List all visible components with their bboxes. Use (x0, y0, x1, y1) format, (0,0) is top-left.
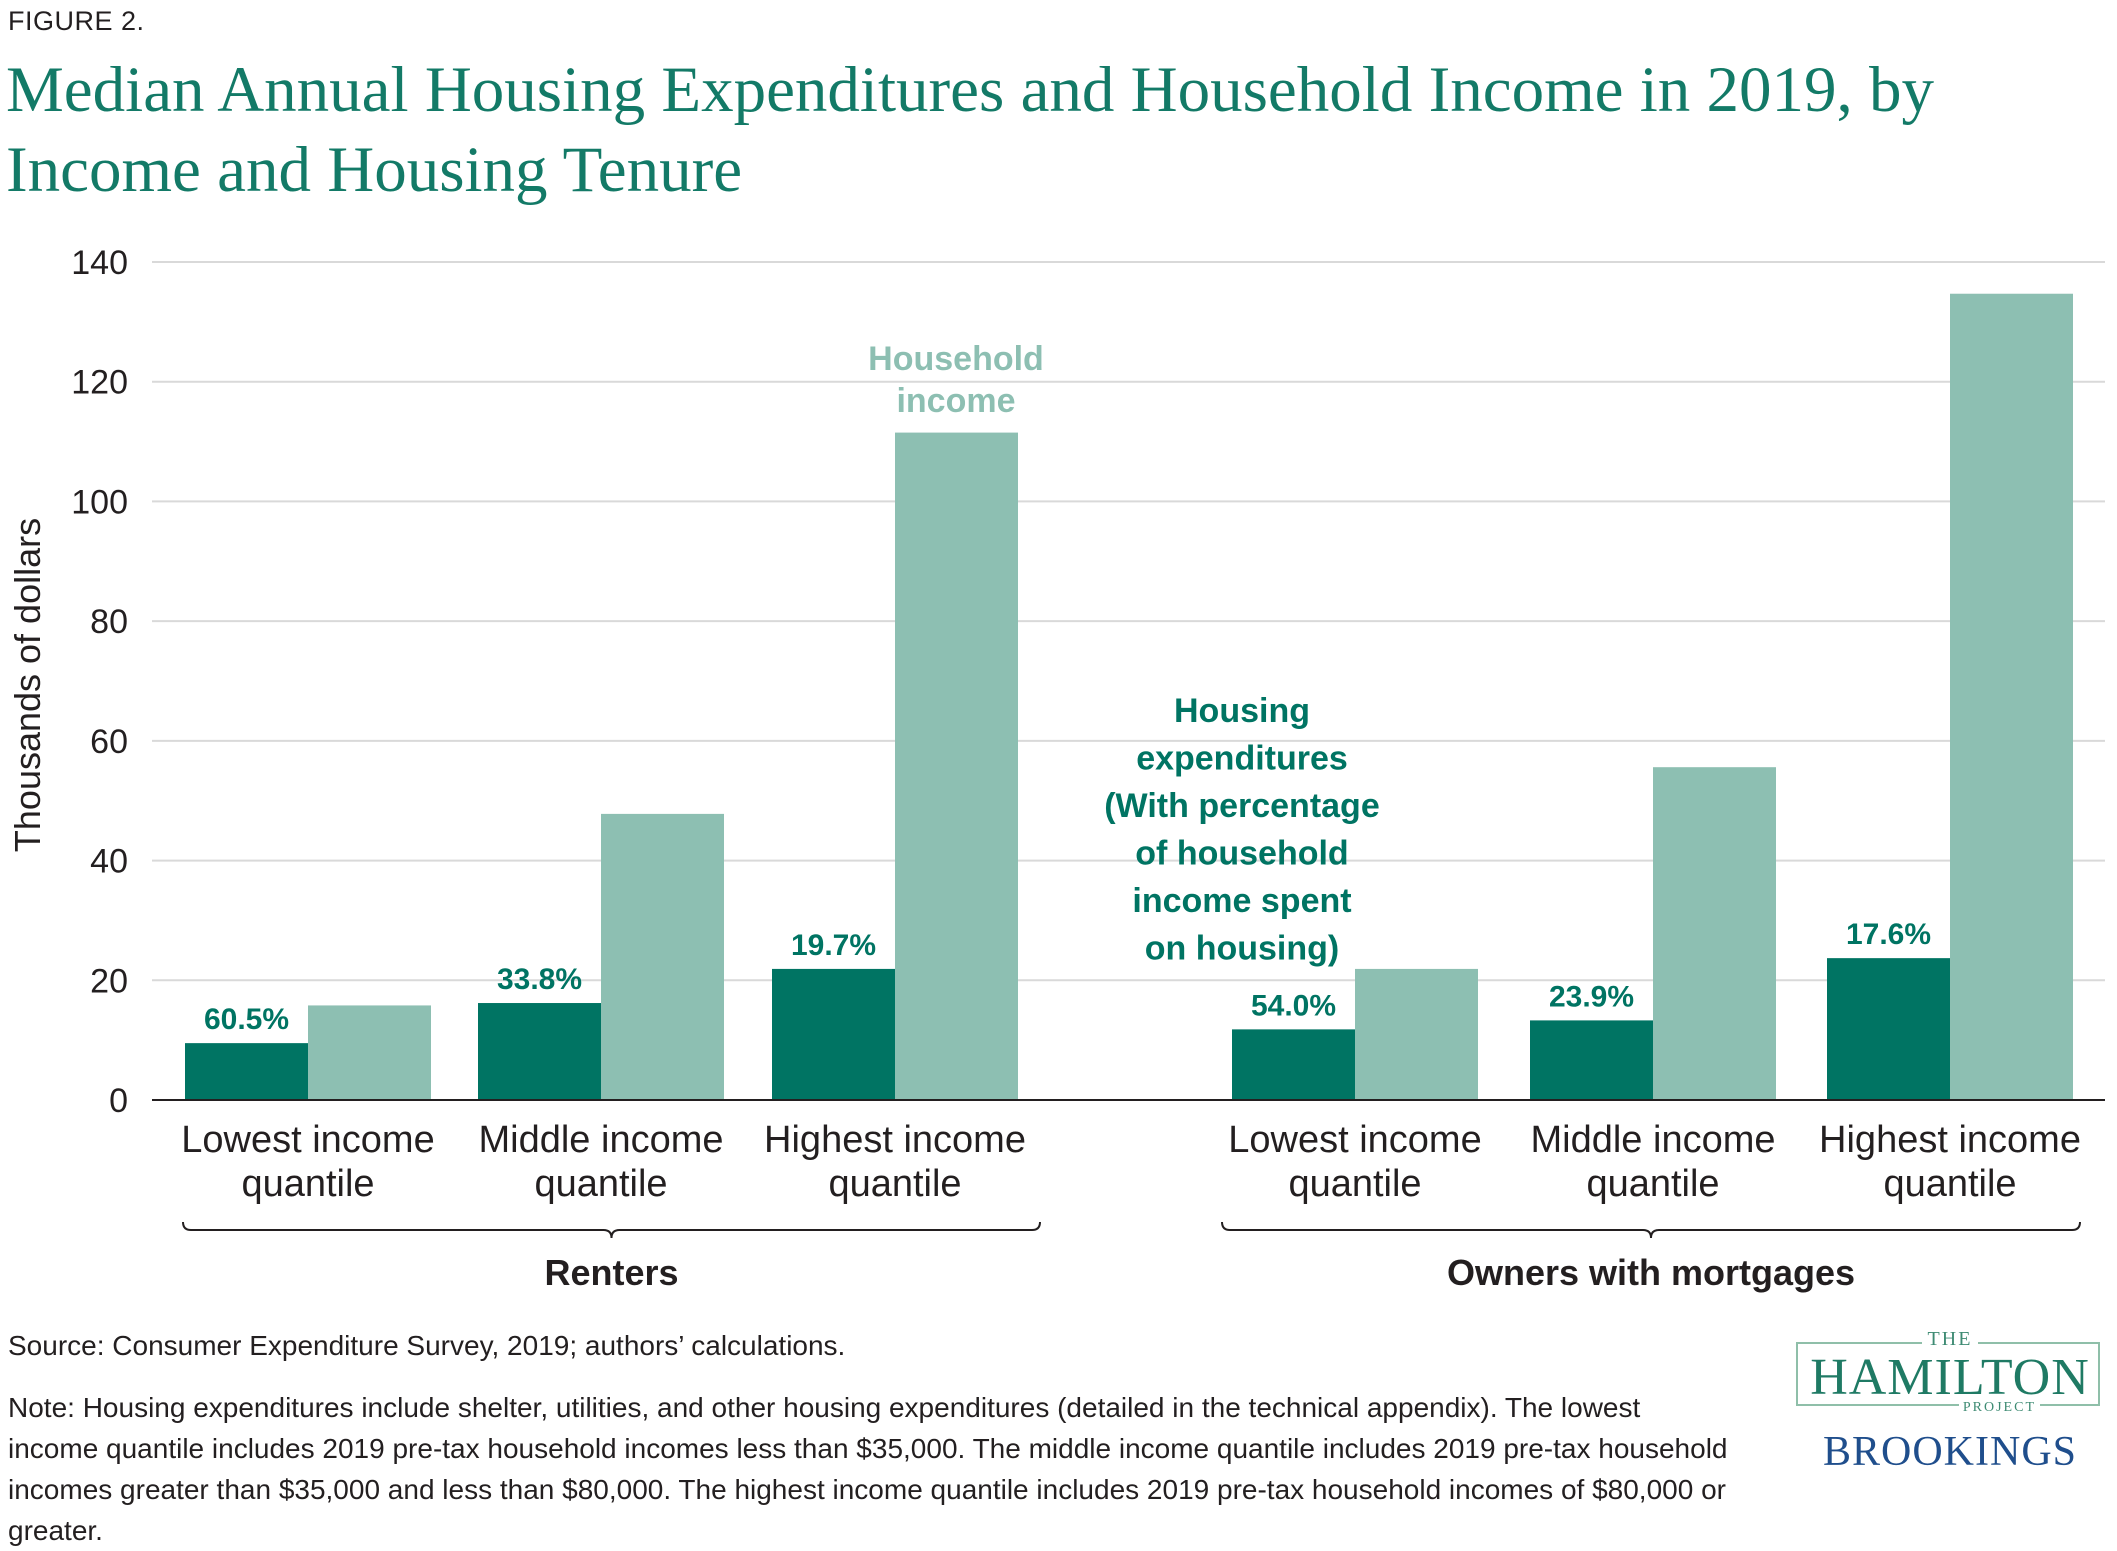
y-tick-label: 120 (71, 364, 128, 402)
group-label: Renters (544, 1252, 678, 1293)
share-percent-label: 17.6% (1846, 918, 1931, 951)
x-category-label: Middle income (479, 1119, 724, 1161)
chart-title: Median Annual Housing Expenditures and H… (6, 54, 1935, 206)
source-note: Source: Consumer Expenditure Survey, 201… (8, 1330, 846, 1361)
x-category-label: quantile (828, 1163, 961, 1205)
y-axis-label: Thousands of dollars (7, 518, 48, 852)
y-tick-label: 140 (71, 244, 128, 282)
income-bar (895, 432, 1018, 1100)
figure-label: FIGURE 2. (8, 6, 145, 36)
x-category-label: Lowest income (181, 1119, 434, 1161)
expenditure-bar (185, 1043, 308, 1100)
income-bar (1653, 767, 1776, 1100)
expenditure-annotation-line: Housing (1174, 692, 1310, 730)
expenditure-bar (478, 1003, 601, 1100)
x-category-label: quantile (1586, 1163, 1719, 1205)
logo-project: PROJECT (1790, 1400, 2110, 1416)
group-brace (182, 1221, 1041, 1239)
income-bar (1950, 293, 2073, 1101)
share-percent-label: 33.8% (497, 963, 582, 996)
x-category-label: quantile (1883, 1163, 2016, 1205)
x-category-label: quantile (241, 1163, 374, 1205)
bars (185, 293, 2073, 1101)
x-category-label: Highest income (1819, 1119, 2081, 1161)
group-label: Owners with mortgages (1447, 1252, 1855, 1293)
expenditure-annotation-line: on housing) (1145, 930, 1340, 968)
group-braces: Renters Owners with mortgages (182, 1221, 2081, 1293)
x-category-label: Lowest income (1228, 1119, 1481, 1161)
x-category-label: Middle income (1531, 1119, 1776, 1161)
logo-brookings: BROOKINGS (1822, 1429, 2078, 1475)
y-tick-label: 60 (90, 723, 128, 761)
gridlines (152, 261, 2105, 982)
income-bar (308, 1005, 431, 1100)
group-brace (1221, 1221, 2081, 1239)
expenditure-bar (1827, 958, 1950, 1100)
income-annotation-line: income (896, 382, 1015, 420)
income-bar (601, 813, 724, 1100)
methodology-note: Note: Housing expenditures include shelt… (8, 1392, 1728, 1546)
share-percent-label: 60.5% (204, 1003, 289, 1036)
expenditure-bar (1232, 1029, 1355, 1100)
expenditure-annotation-line: (With percentage (1104, 787, 1380, 825)
y-axis-ticks: 0 20 40 60 80 100 120 140 (71, 244, 128, 1120)
x-category-label: quantile (1288, 1163, 1421, 1205)
series-annotations: Household income Housing expenditures (With … (868, 340, 1380, 968)
expenditure-annotation-line: of household (1135, 835, 1348, 873)
share-percent-label: 19.7% (791, 929, 876, 962)
y-tick-label: 80 (90, 603, 128, 641)
logo-the: THE (1790, 1328, 2110, 1351)
income-annotation-line: Household (868, 340, 1044, 378)
expenditure-bar (1530, 1020, 1653, 1100)
share-percent-label: 23.9% (1549, 980, 1634, 1013)
hamilton-brookings-logo: THE HAMILTON PROJECT BROOKINGS (1790, 1328, 2110, 1478)
y-tick-label: 100 (71, 483, 128, 521)
expenditure-annotation-line: expenditures (1136, 740, 1348, 778)
x-category-label: quantile (534, 1163, 667, 1205)
income-bar (1355, 968, 1478, 1100)
expenditure-annotation-line: income spent (1132, 882, 1351, 920)
expenditure-bar (772, 968, 895, 1100)
share-percent-label: 54.0% (1251, 989, 1336, 1022)
y-tick-label: 0 (109, 1082, 128, 1120)
bar-value-labels: 60.5% 33.8% 19.7% 54.0% 23.9% 17.6% (204, 918, 1931, 1036)
y-tick-label: 20 (90, 962, 128, 1000)
x-category-label: Highest income (764, 1119, 1026, 1161)
logo-hamilton: HAMILTON (1810, 1349, 2090, 1406)
y-tick-label: 40 (90, 843, 128, 881)
